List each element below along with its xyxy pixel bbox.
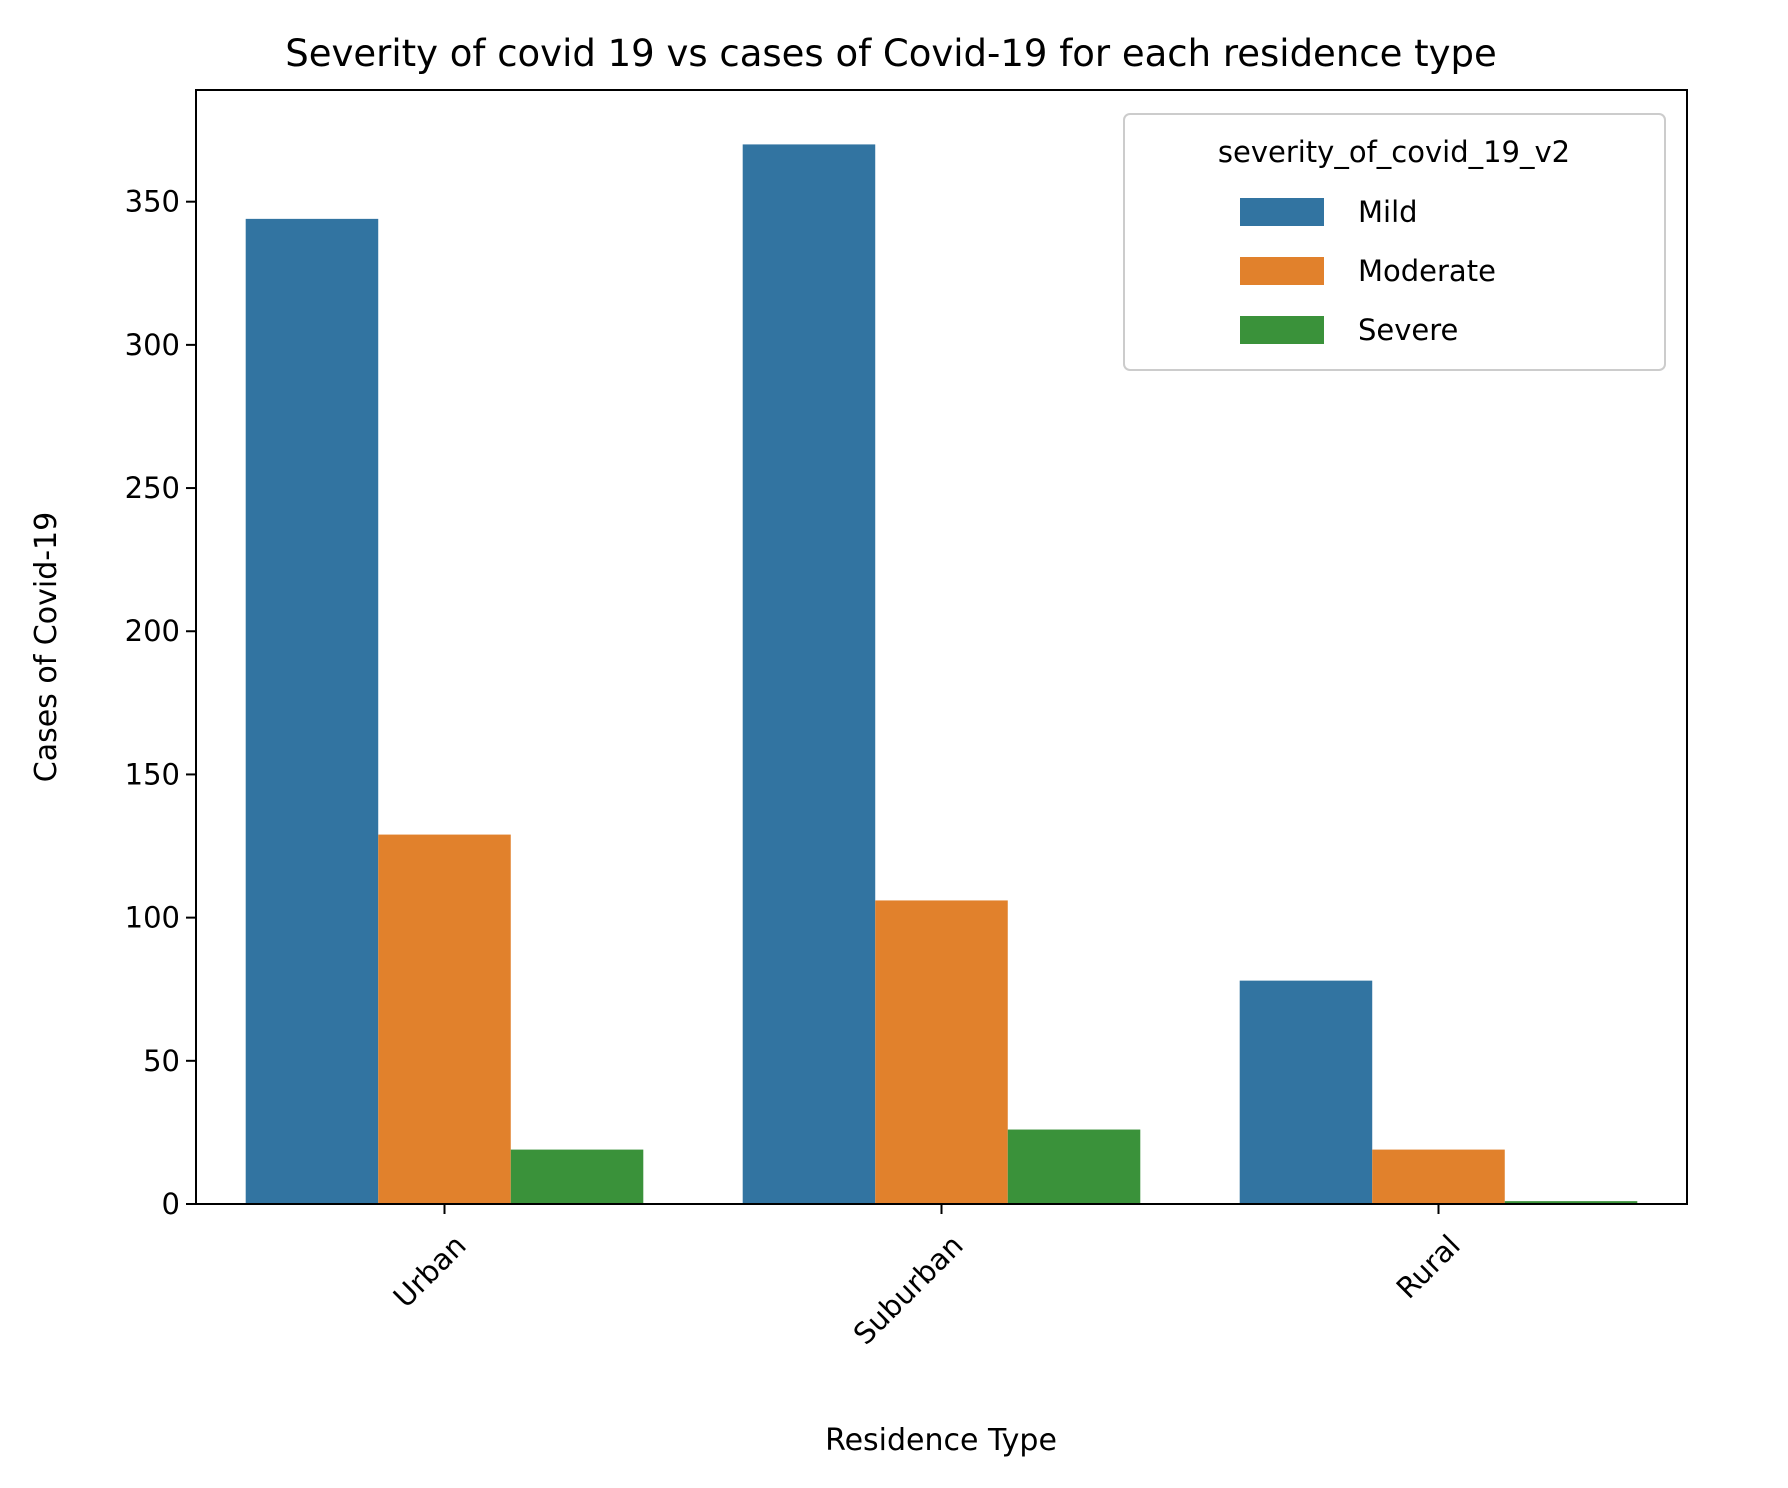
legend-items: Mild Moderate Severe (1240, 195, 1496, 347)
legend: severity_of_covid_19_v2 Mild Moderate Seve… (1123, 113, 1666, 371)
bar-suburban-mild (742, 144, 876, 1204)
legend-label-mild: Mild (1358, 195, 1418, 229)
legend-label-severe: Severe (1358, 313, 1458, 347)
bar-suburban-moderate (875, 900, 1008, 1204)
bar-urban-mild (245, 218, 379, 1204)
x-tick-label-suburban: Suburban (847, 1228, 970, 1351)
x-tick-label-rural: Rural (1390, 1228, 1467, 1305)
bar-rural-moderate (1372, 1149, 1505, 1204)
bar-rural-severe (1504, 1201, 1638, 1204)
plot-frame (195, 89, 1688, 1205)
y-tick-label: 300 (125, 328, 180, 362)
bar-urban-severe (510, 1149, 644, 1204)
bars-layer (245, 144, 1638, 1204)
y-tick-label: 200 (125, 614, 180, 648)
y-tick-label: 100 (125, 901, 180, 935)
legend-label-moderate: Moderate (1358, 254, 1496, 288)
x-tick-label-urban: Urban (387, 1228, 473, 1314)
y-tick-label: 0 (162, 1187, 180, 1221)
y-tick-label: 250 (125, 471, 180, 505)
x-axis: Urban Suburban Rural (387, 1204, 1467, 1351)
legend-swatch-moderate (1240, 257, 1324, 285)
x-axis-label: Residence Type (825, 1423, 1057, 1458)
legend-swatch-mild (1240, 198, 1324, 226)
bar-urban-moderate (378, 834, 511, 1204)
y-tick-label: 150 (125, 757, 180, 791)
y-axis-label: Cases of Covid-19 (29, 512, 64, 782)
chart-title: Severity of covid 19 vs cases of Covid-1… (285, 32, 1497, 75)
y-axis: 0 50 100 150 200 250 300 350 (125, 185, 196, 1221)
legend-swatch-severe (1240, 316, 1324, 344)
legend-title: severity_of_covid_19_v2 (1218, 135, 1570, 169)
bar-suburban-severe (1007, 1129, 1141, 1204)
y-tick-label: 50 (143, 1044, 180, 1078)
y-tick-label: 350 (125, 185, 180, 219)
bar-rural-mild (1239, 980, 1373, 1204)
legend-frame (1123, 113, 1666, 371)
